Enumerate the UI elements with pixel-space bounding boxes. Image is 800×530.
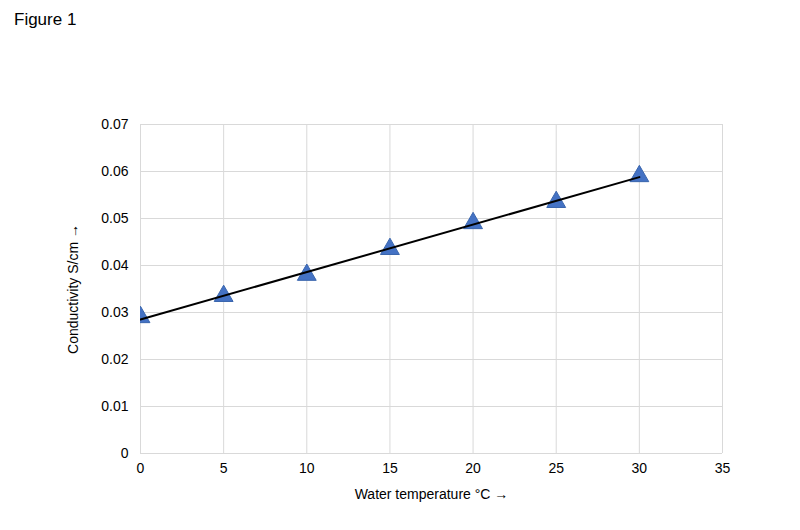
svg-text:5: 5: [220, 460, 228, 476]
svg-text:Water temperature °C →: Water temperature °C →: [355, 486, 509, 502]
svg-text:Conductivity S/cm →: Conductivity S/cm →: [65, 224, 81, 354]
svg-text:0: 0: [137, 460, 145, 476]
svg-text:25: 25: [548, 460, 564, 476]
svg-text:0: 0: [121, 445, 129, 461]
svg-text:10: 10: [299, 460, 315, 476]
svg-text:0.02: 0.02: [101, 351, 128, 367]
svg-text:15: 15: [382, 460, 398, 476]
svg-text:0.05: 0.05: [101, 210, 128, 226]
svg-text:0.06: 0.06: [101, 163, 128, 179]
svg-text:30: 30: [632, 460, 648, 476]
svg-text:20: 20: [465, 460, 481, 476]
svg-text:0.04: 0.04: [101, 257, 128, 273]
svg-text:35: 35: [715, 460, 731, 476]
svg-text:0.01: 0.01: [101, 398, 128, 414]
svg-text:0.03: 0.03: [101, 304, 128, 320]
svg-text:0.07: 0.07: [101, 116, 128, 132]
html-text:Figure 1: Figure 1: [14, 10, 77, 29]
